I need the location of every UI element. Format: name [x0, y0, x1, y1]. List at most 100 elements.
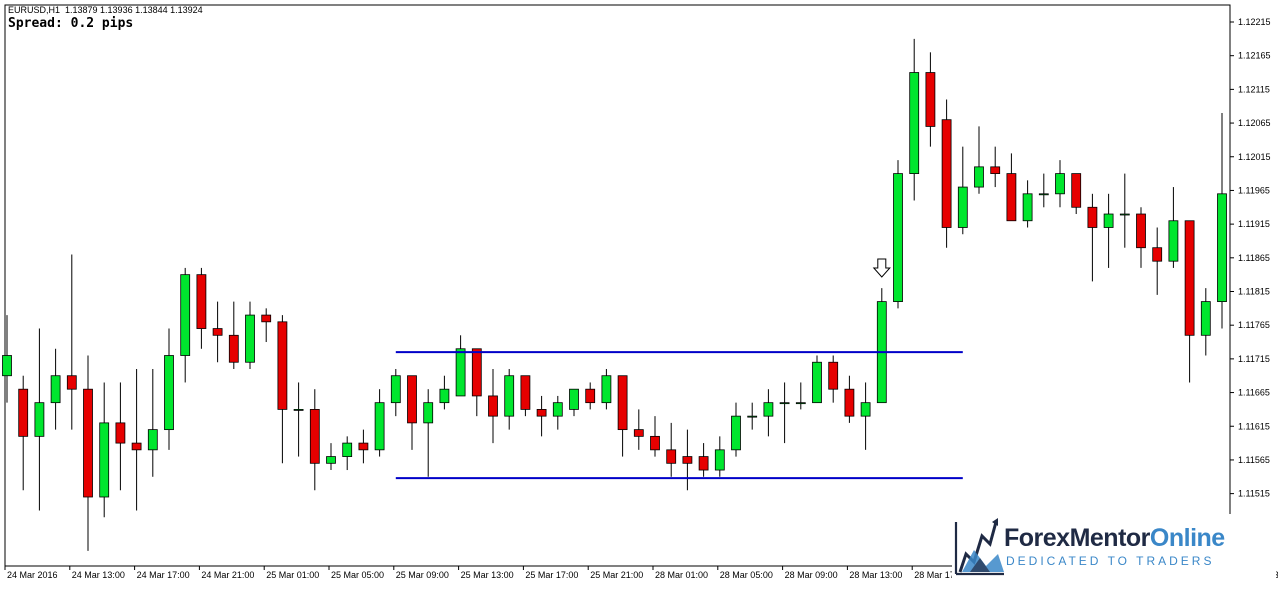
candle-body: [1022, 193, 1033, 222]
candle-body: [245, 314, 255, 363]
candle-body: [1055, 173, 1065, 195]
candle-body: [552, 402, 563, 417]
candle-body: [180, 274, 191, 356]
y-tick-label: 1.11615: [1238, 421, 1270, 431]
candle-body: [342, 442, 353, 457]
candle-body: [957, 186, 968, 228]
candle-body: [455, 348, 466, 397]
chart-frame: [4, 4, 1231, 567]
candle-body: [212, 328, 223, 336]
candle-body: [925, 72, 936, 127]
candle-body: [844, 388, 855, 417]
candle-body: [1136, 213, 1146, 249]
symbol-quote-line: EURUSD,H1 1.13879 1.13936 1.13844 1.1392…: [8, 5, 203, 15]
y-tick-label: 1.11915: [1238, 219, 1270, 229]
y-tick-label: 1.12115: [1238, 84, 1270, 94]
x-tick-label: 25 Mar 17:00: [525, 570, 578, 580]
candle-body: [633, 429, 644, 437]
candle-body: [277, 321, 288, 410]
candle-body: [326, 456, 336, 464]
candle-body: [812, 361, 822, 404]
x-tick-label: 25 Mar 01:00: [266, 570, 319, 580]
y-tick-label: 1.11665: [1238, 388, 1270, 398]
candle-body: [147, 429, 158, 451]
candle-body: [974, 166, 984, 188]
candle-body: [601, 375, 612, 404]
candle-body: [990, 166, 1001, 174]
x-tick-label: 24 Mar 17:00: [137, 570, 190, 580]
brand-logo: ForexMentorOnline DEDICATED TO TRADERS: [952, 514, 1276, 580]
candle-body: [1087, 206, 1098, 228]
candle-body: [1103, 213, 1114, 228]
candle-body: [1071, 173, 1082, 208]
spread-label: Spread: 0.2 pips: [8, 16, 134, 31]
x-tick-label: 28 Mar 01:00: [655, 570, 708, 580]
y-tick-label: 1.11765: [1238, 320, 1270, 330]
candle-body: [941, 119, 952, 228]
candle-body: [164, 355, 174, 431]
candle-body: [731, 415, 741, 451]
candle-body: [488, 395, 498, 417]
candle-body: [909, 72, 920, 174]
candle-body: [196, 274, 207, 329]
candle-body: [2, 355, 12, 377]
candle-body: [115, 422, 126, 444]
candle-body: [390, 375, 401, 404]
x-tick-label: 25 Mar 13:00: [461, 570, 514, 580]
x-tick-label: 25 Mar 21:00: [590, 570, 643, 580]
x-tick-label: 28 Mar 13:00: [849, 570, 902, 580]
candle-body: [1152, 247, 1163, 262]
brand-name-part1: ForexMentor: [1004, 524, 1150, 552]
y-tick-label: 1.11815: [1238, 287, 1270, 297]
candle-body: [795, 402, 806, 405]
candle-body: [1168, 220, 1179, 262]
x-tick-label: 24 Mar 2016: [7, 570, 58, 580]
brand-name: ForexMentorOnline: [1004, 524, 1225, 553]
y-tick-label: 1.12215: [1238, 17, 1271, 27]
candle-body: [374, 402, 385, 451]
candle-body: [18, 388, 29, 437]
candle-body: [1006, 173, 1017, 222]
candle-body: [423, 402, 434, 424]
candle-body: [650, 435, 660, 451]
x-tick-label: 24 Mar 13:00: [72, 570, 125, 580]
candle-body: [585, 388, 596, 404]
brand-name-part2: Online: [1149, 524, 1225, 552]
down-arrow-icon: [872, 258, 891, 278]
candle-body: [536, 409, 547, 417]
x-tick-label: 28 Mar 09:00: [785, 570, 838, 580]
y-tick-label: 1.11965: [1238, 185, 1270, 195]
candle-body: [682, 456, 693, 464]
candle-body: [714, 449, 725, 471]
brand-tagline: DEDICATED TO TRADERS: [1006, 554, 1215, 568]
candle-body: [358, 442, 369, 451]
candle-body: [66, 375, 77, 390]
candle-body: [1184, 220, 1195, 336]
y-tick-label: 1.11515: [1238, 489, 1270, 499]
x-tick-label: 28 Mar 17:00: [914, 570, 967, 580]
candle-body: [407, 375, 417, 424]
candle-body: [860, 402, 871, 417]
candle-body: [293, 409, 304, 411]
candle-body: [698, 456, 709, 471]
x-tick-label: 25 Mar 05:00: [331, 570, 384, 580]
candle-body: [83, 388, 93, 498]
brand-logo-icon: [954, 518, 1004, 576]
candle-body: [1119, 213, 1130, 216]
candle-body: [893, 173, 903, 303]
y-tick-label: 1.12065: [1238, 118, 1271, 128]
candle-body: [666, 449, 677, 464]
candle-body: [520, 375, 531, 410]
candle-body: [617, 375, 628, 431]
candle-body: [131, 442, 142, 451]
x-tick-label: 24 Mar 21:00: [201, 570, 254, 580]
candle-body: [1217, 193, 1227, 303]
candle-body: [504, 375, 515, 417]
candle-body: [763, 402, 774, 417]
candle-body: [50, 375, 61, 404]
candle-body: [747, 415, 758, 418]
x-tick-label: 25 Mar 09:00: [396, 570, 449, 580]
candle-body: [471, 348, 482, 397]
